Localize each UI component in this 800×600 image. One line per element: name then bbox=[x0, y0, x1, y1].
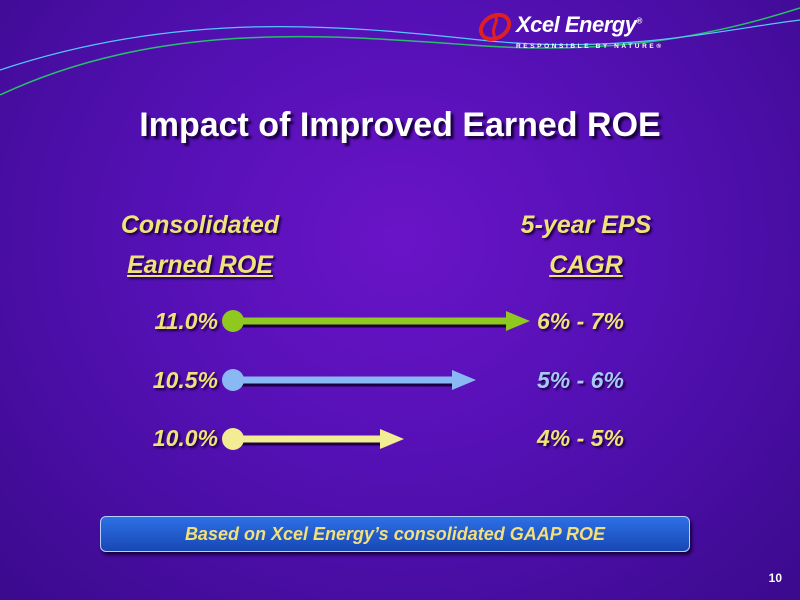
roe-header-line2: Earned ROE bbox=[127, 251, 273, 279]
arrow-row-3 bbox=[222, 428, 404, 450]
logo-wordmark: Xcel Energy® bbox=[516, 12, 642, 37]
footnote-box: Based on Xcel Energy’s consolidated GAAP… bbox=[100, 516, 690, 552]
column-header-cagr: 5-year EPS CAGR bbox=[494, 205, 678, 285]
cagr-value-1: 6% - 7% bbox=[537, 308, 624, 334]
arrow-row-2 bbox=[222, 369, 476, 391]
xcel-flame-icon bbox=[478, 12, 512, 42]
slide-title: Impact of Improved Earned ROE bbox=[139, 106, 661, 144]
cagr-value-2: 5% - 6% bbox=[537, 367, 624, 393]
cagr-value-3: 4% - 5% bbox=[537, 425, 624, 451]
cagr-header-line1: 5-year EPS bbox=[520, 211, 652, 239]
arrow-row-1 bbox=[222, 310, 530, 332]
header-swoosh bbox=[0, 7, 800, 96]
cagr-header-line2: CAGR bbox=[549, 251, 623, 279]
column-header-roe: Consolidated Earned ROE bbox=[108, 205, 292, 285]
page-number: 10 bbox=[768, 571, 782, 585]
roe-value-3: 10.0% bbox=[152, 425, 218, 451]
roe-header-line1: Consolidated bbox=[120, 211, 280, 239]
company-logo: Xcel Energy® RESPONSIBLE BY NATURE® bbox=[478, 8, 678, 56]
roe-value-2: 10.5% bbox=[152, 367, 218, 393]
roe-value-1: 11.0% bbox=[154, 308, 218, 334]
logo-tagline: RESPONSIBLE BY NATURE® bbox=[516, 43, 664, 50]
